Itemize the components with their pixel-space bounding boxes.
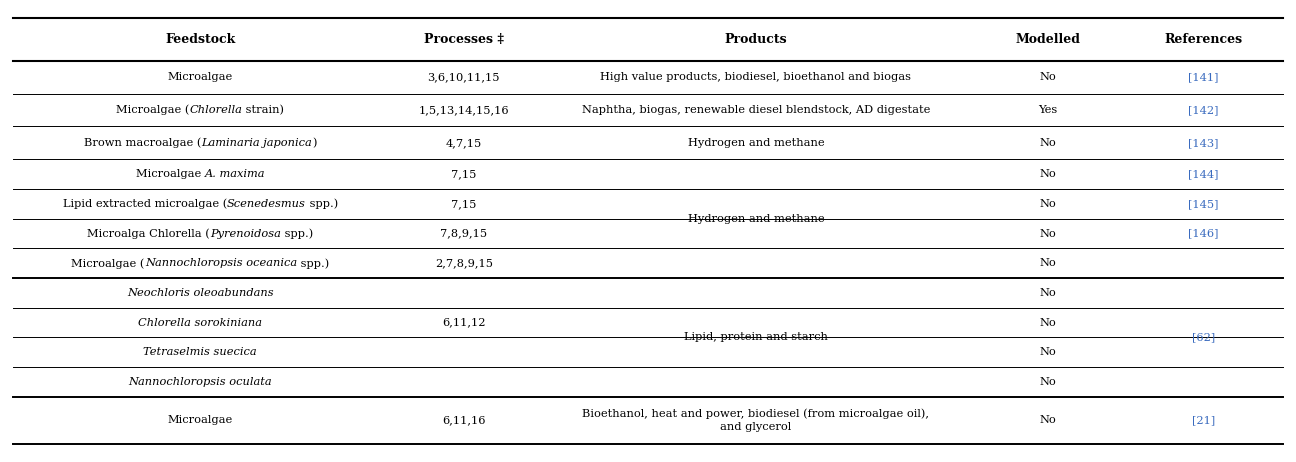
Text: Naphtha, biogas, renewable diesel blendstock, AD digestate: Naphtha, biogas, renewable diesel blends… <box>582 105 931 115</box>
Text: 7,8,9,15: 7,8,9,15 <box>441 229 487 238</box>
Text: spp.): spp.) <box>306 199 338 209</box>
Text: References: References <box>1165 33 1243 46</box>
Text: 2,7,8,9,15: 2,7,8,9,15 <box>435 258 492 268</box>
Text: Hydrogen and methane: Hydrogen and methane <box>688 214 824 224</box>
Text: No: No <box>1039 72 1056 82</box>
Text: Microalga Chlorella (: Microalga Chlorella ( <box>87 228 210 239</box>
Text: Products: Products <box>724 33 787 46</box>
Text: spp.): spp.) <box>281 228 314 239</box>
Text: Lipid extracted microalgae (: Lipid extracted microalgae ( <box>62 199 227 209</box>
Text: 7,15: 7,15 <box>451 199 477 209</box>
Text: Microalgae (: Microalgae ( <box>117 105 189 116</box>
Text: Laminaria japonica: Laminaria japonica <box>201 138 312 148</box>
Text: No: No <box>1039 415 1056 425</box>
Text: No: No <box>1039 138 1056 148</box>
Text: Microalgae (: Microalgae ( <box>71 258 145 268</box>
Text: Neochloris oleoabundans: Neochloris oleoabundans <box>127 288 273 298</box>
Text: No: No <box>1039 199 1056 209</box>
Text: Scenedesmus: Scenedesmus <box>227 199 306 209</box>
Text: [146]: [146] <box>1188 229 1220 238</box>
Text: Chlorella: Chlorella <box>189 105 242 115</box>
Text: Lipid, protein and starch: Lipid, protein and starch <box>684 332 828 342</box>
Text: [142]: [142] <box>1188 105 1220 115</box>
Text: No: No <box>1039 377 1056 387</box>
Text: Nannochloropsis oculata: Nannochloropsis oculata <box>128 377 272 387</box>
Text: 6,11,16: 6,11,16 <box>442 415 486 425</box>
Text: 4,7,15: 4,7,15 <box>446 138 482 148</box>
Text: 1,5,13,14,15,16: 1,5,13,14,15,16 <box>419 105 509 115</box>
Text: [145]: [145] <box>1188 199 1220 209</box>
Text: Feedstock: Feedstock <box>165 33 236 46</box>
Text: No: No <box>1039 169 1056 179</box>
Text: [144]: [144] <box>1188 169 1220 179</box>
Text: Microalgae: Microalgae <box>136 169 205 179</box>
Text: 7,15: 7,15 <box>451 169 477 179</box>
Text: Microalgae: Microalgae <box>167 415 233 425</box>
Text: Microalgae: Microalgae <box>167 72 233 82</box>
Text: Modelled: Modelled <box>1016 33 1081 46</box>
Text: [21]: [21] <box>1192 415 1216 425</box>
Text: Hydrogen and methane: Hydrogen and methane <box>688 138 824 148</box>
Text: spp.): spp.) <box>297 258 329 268</box>
Text: No: No <box>1039 258 1056 268</box>
Text: No: No <box>1039 347 1056 357</box>
Text: No: No <box>1039 229 1056 238</box>
Text: strain): strain) <box>242 105 284 115</box>
Text: Bioethanol, heat and power, biodiesel (from microalgae oil),
and glycerol: Bioethanol, heat and power, biodiesel (f… <box>582 408 929 432</box>
Text: Processes ‡: Processes ‡ <box>424 33 504 46</box>
Text: Pyrenoidosa: Pyrenoidosa <box>210 229 281 238</box>
Text: Tetraselmis suecica: Tetraselmis suecica <box>144 347 257 357</box>
Text: ): ) <box>312 138 316 148</box>
Text: Yes: Yes <box>1038 105 1058 115</box>
Text: A. maxima: A. maxima <box>205 169 264 179</box>
Text: High value products, biodiesel, bioethanol and biogas: High value products, biodiesel, bioethan… <box>600 72 911 82</box>
Text: No: No <box>1039 317 1056 328</box>
Text: [141]: [141] <box>1188 72 1220 82</box>
Text: Nannochloropsis oceanica: Nannochloropsis oceanica <box>145 258 297 268</box>
Text: 6,11,12: 6,11,12 <box>442 317 486 328</box>
Text: No: No <box>1039 288 1056 298</box>
Text: [143]: [143] <box>1188 138 1220 148</box>
Text: Brown macroalgae (: Brown macroalgae ( <box>84 138 201 148</box>
Text: [62]: [62] <box>1192 332 1216 342</box>
Text: 3,6,10,11,15: 3,6,10,11,15 <box>428 72 500 82</box>
Text: Chlorella sorokiniana: Chlorella sorokiniana <box>139 317 262 328</box>
